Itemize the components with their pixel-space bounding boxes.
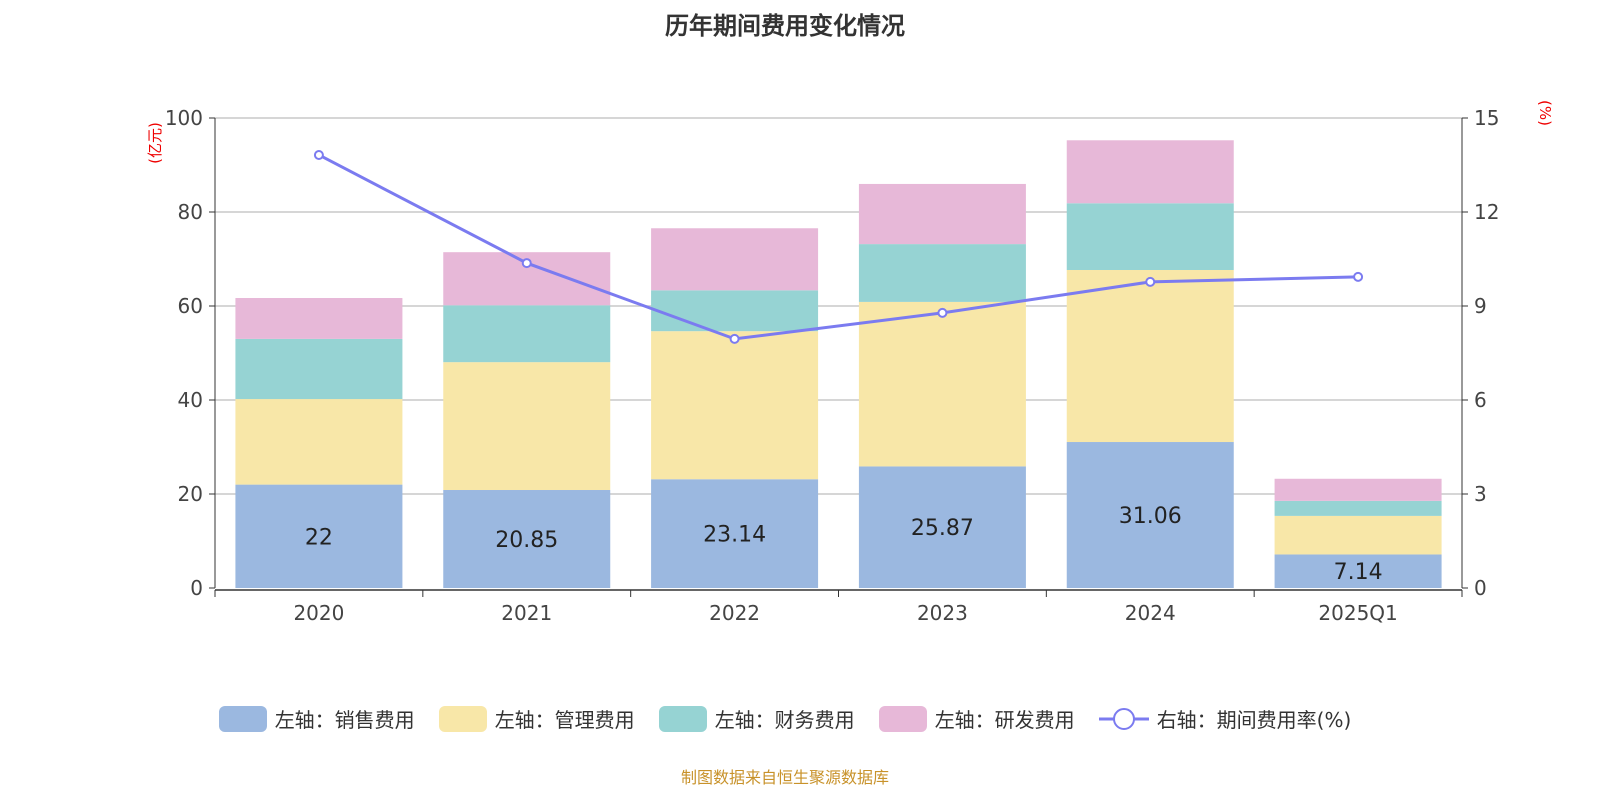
x-tick-label: 2020 (293, 601, 344, 625)
legend-label: 左轴：财务费用 (714, 708, 855, 732)
bar-segment (235, 484, 403, 588)
legend-label: 右轴：期间费用率(%) (1156, 708, 1352, 732)
legend-item[interactable]: 右轴：期间费用率(%) (1098, 704, 1352, 733)
rate-point (1145, 276, 1156, 287)
bar-segment (1274, 515, 1442, 555)
bar-data-label: 25.87 (911, 516, 974, 541)
x-tick-label: 2025Q1 (1318, 601, 1397, 625)
legend-label: 左轴：管理费用 (494, 708, 635, 732)
bar-segment (1066, 442, 1234, 588)
x-tick-label: 2024 (1125, 601, 1176, 625)
bar-data-label: 23.14 (703, 523, 766, 548)
left-tick-label: 20 (178, 482, 203, 506)
bar-segment (651, 331, 819, 480)
bar-data-label: 7.14 (1334, 560, 1383, 585)
rate-line (318, 153, 1359, 341)
x-tick-label: 2022 (709, 601, 760, 625)
legend-swatch (658, 705, 707, 732)
bar-segment (443, 305, 611, 363)
bar-segment (858, 466, 1026, 588)
bar-segment (443, 490, 611, 588)
legend-item[interactable]: 左轴：管理费用 (438, 704, 635, 733)
bar-segment (1066, 140, 1234, 204)
chart-title: 历年期间费用变化情况 (665, 12, 905, 40)
legend: 左轴：销售费用 左轴：管理费用 左轴：财务费用 左轴：研发费用 右轴：期间费用率(%) (0, 704, 1570, 733)
left-tick-label: 80 (178, 200, 203, 224)
bar-segment (858, 301, 1026, 467)
bar-data-label: 22 (305, 525, 333, 550)
bar-data-label: 20.85 (495, 528, 558, 553)
x-tick-label: 2023 (917, 601, 968, 625)
bar-segment (1274, 554, 1442, 588)
bar-segment (235, 338, 403, 400)
left-axis-unit: (亿元) (146, 122, 164, 164)
rate-point (937, 307, 948, 318)
right-axis-unit: (%) (1536, 100, 1554, 126)
bar-segment (1066, 203, 1234, 270)
right-tick-label: 3 (1474, 482, 1487, 506)
rate-point (313, 149, 324, 160)
bar-segment (1274, 478, 1442, 501)
left-tick-label: 100 (165, 106, 203, 130)
bar-segment (235, 298, 403, 339)
bar-segment (858, 244, 1026, 302)
right-tick-label: 12 (1474, 200, 1499, 224)
rate-point (729, 333, 740, 344)
bar-data-label: 31.06 (1119, 504, 1182, 529)
right-tick-label: 15 (1474, 106, 1499, 130)
left-tick-label: 0 (190, 576, 203, 600)
legend-item[interactable]: 左轴：研发费用 (878, 704, 1075, 733)
legend-item[interactable]: 左轴：销售费用 (218, 704, 415, 733)
legend-line-icon (1098, 707, 1149, 730)
source-footer: 制图数据来自恒生聚源数据库 (680, 768, 889, 787)
bar-segment (235, 399, 403, 485)
bar-segment (651, 290, 819, 332)
right-tick-label: 9 (1474, 294, 1487, 318)
legend-label: 左轴：研发费用 (934, 708, 1075, 732)
bar-segment (443, 362, 611, 491)
bar-segment (651, 228, 819, 291)
left-tick-label: 60 (178, 294, 203, 318)
x-tick-label: 2021 (501, 601, 552, 625)
right-tick-label: 0 (1474, 576, 1487, 600)
bar-segment (1066, 269, 1234, 443)
rate-point (521, 258, 532, 269)
legend-swatch (218, 705, 267, 732)
chart-area: 0 20 40 60 80 100 0 3 6 9 12 15 (亿元) (%) 2020 2021 2022 2… (146, 100, 1554, 625)
bar-segment (1274, 500, 1442, 516)
left-tick-label: 40 (178, 388, 203, 412)
right-tick-label: 6 (1474, 388, 1487, 412)
legend-swatch (878, 705, 927, 732)
bar-segment (651, 479, 819, 588)
legend-swatch (438, 705, 487, 732)
bar-segment (858, 183, 1026, 245)
rate-point (1353, 271, 1364, 282)
legend-item[interactable]: 左轴：财务费用 (658, 704, 855, 733)
legend-label: 左轴：销售费用 (274, 708, 415, 732)
